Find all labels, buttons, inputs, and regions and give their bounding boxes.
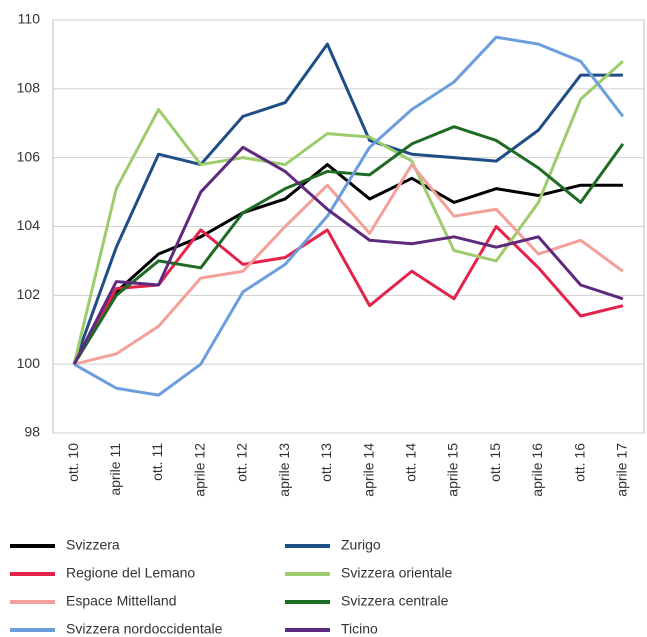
- x-tick-label: ott. 13: [318, 443, 334, 482]
- x-tick-label: ott. 12: [234, 443, 250, 482]
- x-tick-label: ott. 15: [487, 443, 503, 482]
- legend-label: Espace Mittelland: [66, 593, 177, 609]
- y-tick-label: 100: [17, 355, 41, 371]
- y-tick-label: 98: [24, 424, 40, 440]
- x-tick-label: aprile 17: [614, 443, 630, 497]
- y-tick-label: 110: [18, 11, 41, 27]
- x-tick-label: ott. 16: [571, 443, 587, 482]
- x-tick-label: ott. 11: [149, 443, 165, 481]
- series-line: [73, 35, 625, 397]
- y-tick-label: 104: [17, 217, 41, 233]
- legend-label: Ticino: [341, 621, 378, 637]
- x-tick-label: aprile 11: [107, 443, 123, 496]
- legend-label: Zurigo: [341, 537, 381, 553]
- legend-label: Svizzera orientale: [341, 565, 452, 581]
- x-tick-label: aprile 14: [360, 443, 376, 497]
- series-line: [72, 42, 623, 365]
- y-tick-label: 106: [17, 148, 41, 164]
- x-tick-label: aprile 13: [276, 443, 292, 497]
- series-line: [72, 125, 625, 365]
- legend-label: Regione del Lemano: [66, 565, 195, 581]
- series-line: [72, 225, 624, 365]
- series-line: [72, 60, 624, 365]
- series-line: [73, 163, 624, 366]
- x-tick-label: aprile 16: [529, 443, 545, 497]
- x-tick-label: aprile 12: [191, 443, 207, 497]
- x-tick-label: ott. 10: [65, 443, 81, 482]
- legend-label: Svizzera nordoccidentale: [66, 621, 223, 637]
- y-tick-label: 108: [17, 80, 41, 96]
- legend-label: Svizzera centrale: [341, 593, 449, 609]
- x-tick-label: aprile 15: [445, 443, 461, 497]
- x-tick-label: ott. 14: [403, 443, 419, 482]
- y-tick-label: 102: [17, 286, 41, 302]
- legend-label: Svizzera: [66, 537, 120, 553]
- series-line: [72, 145, 624, 365]
